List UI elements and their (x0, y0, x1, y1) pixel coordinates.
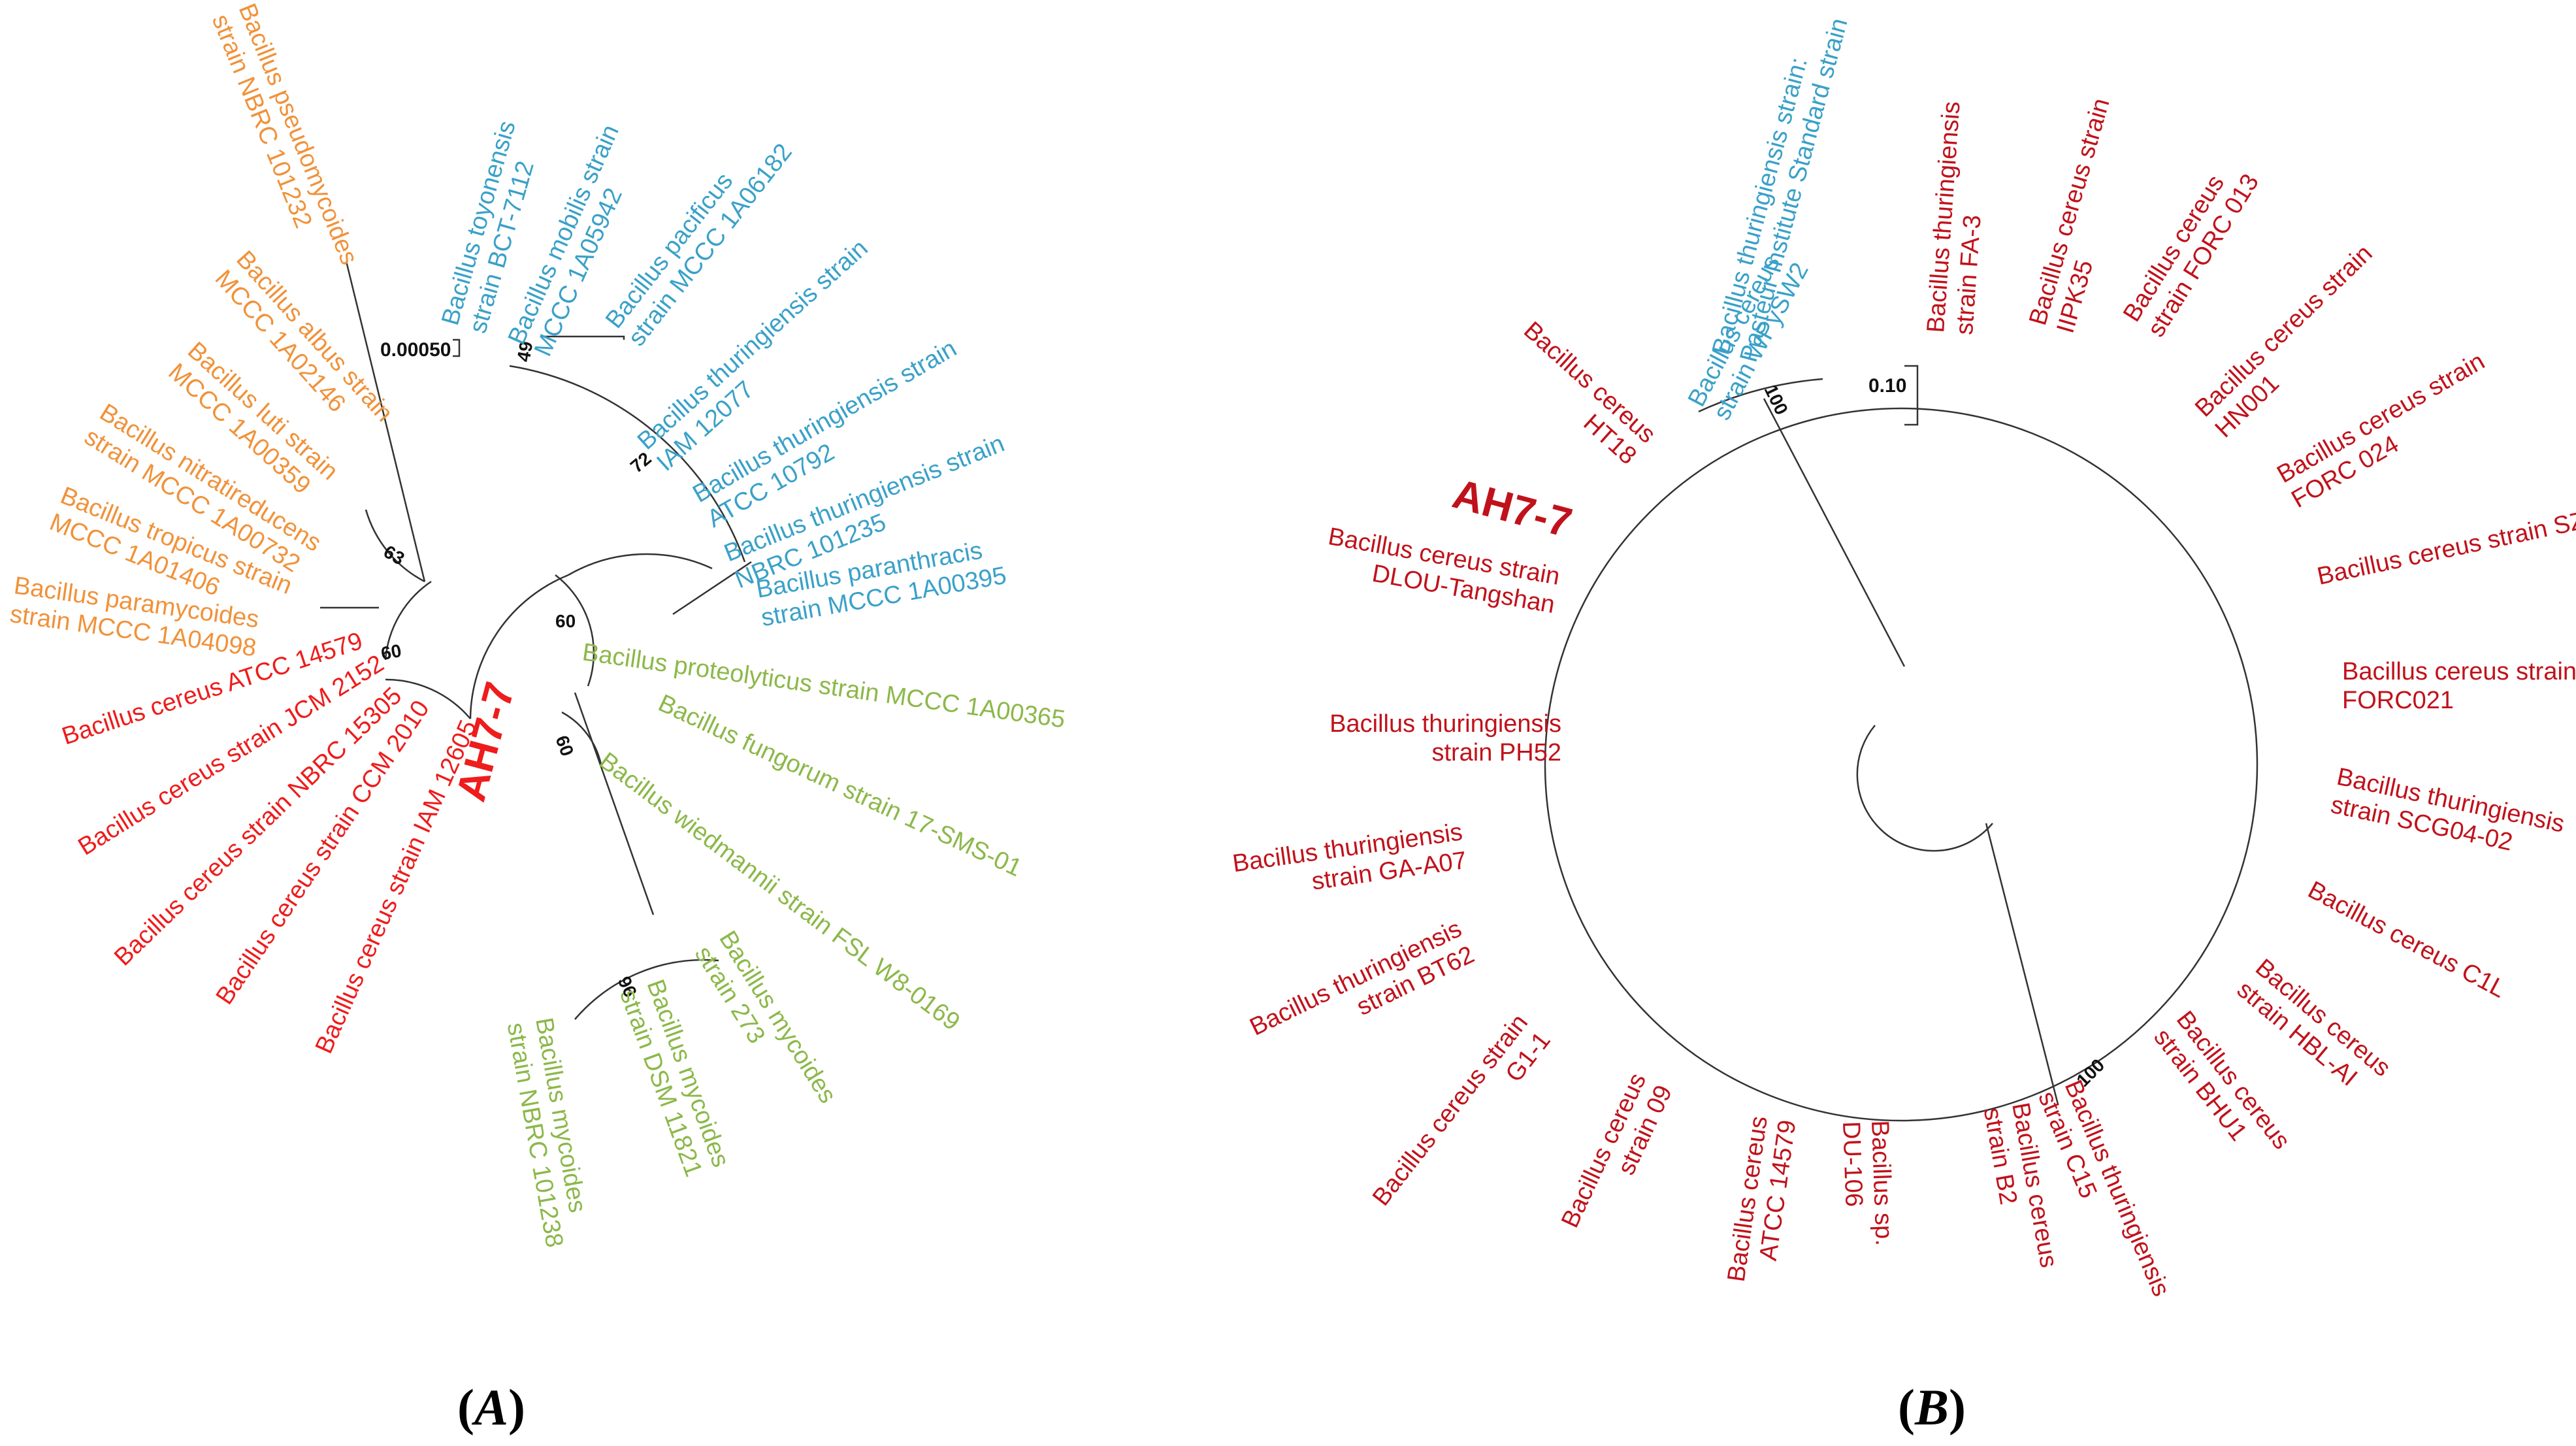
panel-b-leaf-label: Bacillus cereusHT18 (1499, 316, 1661, 470)
branch-a-paranthracis (672, 561, 752, 616)
branch-b-bottom-stem (1985, 823, 2059, 1105)
leaves-b: Bacillus thuringiensis strain:Pasteur In… (1231, 15, 2576, 1311)
panel-b-leaf-label: Bacillus cereus strainG1-1 (1367, 1010, 1556, 1229)
panel-b-leaf-label: Bacillus sp.DU-106 (1837, 1120, 1898, 1247)
panel-b-leaf-label: Bacillus thuringiensisstrain GA-A07 (1231, 818, 1468, 906)
panel-a-leaf-label: Bacillus mycoidesstrain DSM 11821 (614, 976, 734, 1181)
panel-label-b: (B) (1898, 1379, 1966, 1436)
panel-a-leaf-label: Bacillus thuringiensis strainIAM 12077 (632, 235, 892, 477)
bootstrap-a-63: 63 (380, 541, 408, 568)
panel-b-leaf-label: Bacillus cereus C1L (2304, 876, 2510, 1004)
panel-a-leaf-label: Bacillus paramycoidesstrain MCCC 1A04098 (8, 572, 262, 662)
leaves-a: Bacillus pseudomycoidesstrain NBRC 10123… (8, 0, 1067, 1249)
panel-a-leaf-label: Bacillus proteolyticus strain MCCC 1A003… (581, 638, 1067, 733)
branch-a-mycoides-stem (574, 692, 655, 915)
bootstrap-a-60-green: 60 (555, 611, 576, 631)
scale-label-a: 0.00050 (380, 339, 451, 361)
branch-a-orange-arc (384, 580, 432, 661)
panel-b-leaf-label: Bacillus cereus strain FORC021 (2342, 658, 2576, 714)
panel-b-tree: 0.10 100 100 AH7-7 Bacillus thuringiensi… (1231, 15, 2576, 1436)
branch-a-63-arc (365, 509, 425, 583)
panel-b-leaf-label: Bacillus cereusATCC 14579 (1723, 1114, 1802, 1287)
panel-label-a: (A) (457, 1379, 525, 1436)
branch-a-pseudomycoides (345, 261, 426, 582)
panel-b-leaf-label: Bacillus cereus strainFORC 024 (2273, 348, 2504, 514)
panel-b-leaf-label: Bacillus cereus strainDLOU-Tangshan (1321, 523, 1562, 619)
branch-a-mobilis (542, 335, 625, 340)
branch-a-blue-arc (509, 365, 746, 563)
bootstrap-b-top: 100 (1761, 382, 1792, 418)
panel-b-leaf-label: Bacillus cereusstrain 09 (1556, 1069, 1678, 1244)
branch-a-blue-base (568, 553, 713, 576)
panel-b-leaf-label: Bacillus cereus strain SZ5 (2315, 504, 2576, 590)
panel-b-leaf-label: Bacillus cereusstrain HBL-AI (2232, 954, 2396, 1104)
panel-b-leaf-label: Bacillus thuringiensisstrain FA-3 (1922, 101, 1995, 336)
panel-a-tree: 0.00050 49 72 63 60 60 60 96 AH7-7 Bacil… (8, 0, 1067, 1436)
panel-b-leaf-label: Bacillus thuringiensisstrain C15 (2032, 1076, 2175, 1311)
branch-b-inner-arc (1856, 725, 1993, 852)
bootstrap-a-49: 49 (513, 340, 536, 363)
branch-a-green-arc (555, 574, 595, 687)
branch-b-top-stem (1763, 398, 1906, 667)
panel-b-leaf-label: Bacillus cereusstrain FORC 013 (2118, 154, 2264, 342)
branch-a-root-arc (469, 574, 569, 719)
branch-a-60c-arc (561, 711, 602, 765)
query-label-b: AH7-7 (1448, 470, 1576, 546)
branch-a-red-arc (385, 678, 471, 719)
panel-a-leaf-label: Bacillus mycoidesstrain NBRC 101238 (502, 1015, 596, 1249)
branch-b-top-arc (1698, 378, 1823, 413)
bootstrap-a-60-lower: 60 (551, 732, 578, 759)
panel-b-leaf-label: Bacillus thuringiensis strain PH52 (1329, 710, 1561, 766)
panel-b-leaf-label: Bacillus thuringiensisstrain BT62 (1246, 915, 1479, 1067)
branch-b-circle (1544, 407, 2258, 1122)
bootstrap-a-60-red: 60 (380, 640, 403, 664)
scale-bar-a (453, 338, 461, 357)
scale-label-b: 0.10 (1868, 375, 1906, 397)
panel-a-leaf-label: Bacillus mycoidesstrain 273 (689, 927, 841, 1124)
panel-a-leaf-label: Bacillus pseudomycoidesstrain NBRC 10123… (206, 0, 363, 279)
panel-b-leaf-label: Bacillus thuringiensisstrain SCG04-02 (2328, 763, 2567, 866)
branch-a-mycoides-arc (574, 959, 719, 1020)
scale-bar-b (1904, 365, 1919, 426)
